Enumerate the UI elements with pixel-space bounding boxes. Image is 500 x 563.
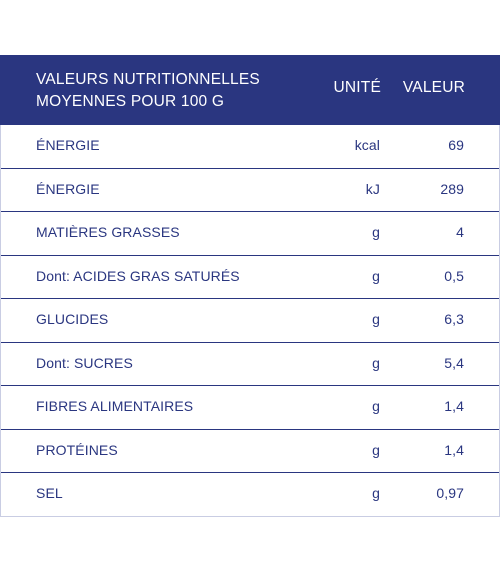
row-value: 1,4	[444, 441, 464, 458]
row-value: 289	[440, 180, 464, 197]
row-name: Dont: SUCRES	[36, 354, 133, 371]
row-value: 0,5	[444, 267, 464, 284]
row-unit: g	[372, 441, 380, 458]
row-name: ÉNERGIE	[36, 180, 100, 197]
row-name: GLUCIDES	[36, 311, 109, 327]
table-row: Dont: ACIDES GRAS SATURÉS g 0,5	[1, 254, 499, 299]
row-value: 4	[456, 224, 464, 240]
row-unit: kJ	[365, 180, 380, 197]
table-row: SEL g 0,97	[1, 472, 499, 516]
row-name: PROTÉINES	[36, 441, 118, 458]
header-title: VALEURS NUTRITIONNELLES MOYENNES POUR 10…	[36, 69, 296, 113]
row-unit: g	[372, 485, 380, 501]
row-unit: g	[372, 267, 380, 284]
row-unit: g	[372, 224, 380, 240]
row-name: MATIÈRES GRASSES	[36, 224, 180, 240]
table-row: FIBRES ALIMENTAIRES g 1,4	[1, 385, 499, 429]
row-name: ÉNERGIE	[36, 137, 100, 153]
row-unit: g	[372, 398, 380, 414]
row-unit: kcal	[354, 137, 380, 153]
row-name: SEL	[36, 485, 63, 501]
row-unit: g	[372, 311, 380, 327]
table-row: PROTÉINES g 1,4	[1, 428, 499, 473]
row-value: 0,97	[436, 485, 464, 501]
row-value: 6,3	[444, 311, 464, 327]
table-row: ÉNERGIE kJ 289	[1, 167, 499, 212]
header-unit-label: UNITÉ	[333, 79, 381, 96]
table-row: MATIÈRES GRASSES g 4	[1, 211, 499, 255]
header-title-line2: MOYENNES POUR 100 G	[36, 93, 225, 110]
nutrition-table: VALEURS NUTRITIONNELLES MOYENNES POUR 10…	[0, 55, 500, 517]
header-title-line1: VALEURS NUTRITIONNELLES	[36, 71, 260, 88]
header-value-label: VALEUR	[402, 79, 465, 96]
row-unit: g	[372, 354, 380, 371]
row-value: 5,4	[444, 354, 464, 371]
row-value: 1,4	[444, 398, 464, 414]
table-header: VALEURS NUTRITIONNELLES MOYENNES POUR 10…	[0, 55, 500, 125]
table-row: GLUCIDES g 6,3	[1, 298, 499, 342]
row-name: FIBRES ALIMENTAIRES	[36, 398, 194, 414]
row-value: 69	[448, 137, 464, 153]
table-row: ÉNERGIE kcal 69	[1, 125, 499, 168]
table-body: ÉNERGIE kcal 69 ÉNERGIE kJ 289 MATIÈRES …	[0, 125, 500, 517]
table-row: Dont: SUCRES g 5,4	[1, 341, 499, 386]
row-name: Dont: ACIDES GRAS SATURÉS	[36, 267, 240, 284]
